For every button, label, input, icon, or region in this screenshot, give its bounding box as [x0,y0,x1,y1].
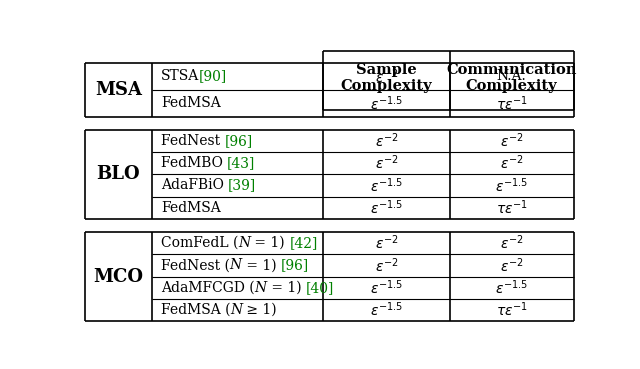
Text: $\tau\epsilon^{-1}$: $\tau\epsilon^{-1}$ [495,199,527,217]
Text: AdaFBiO: AdaFBiO [161,179,228,193]
Text: $\epsilon^{-2}$: $\epsilon^{-2}$ [374,256,398,275]
Text: $\tau\epsilon^{-1}$: $\tau\epsilon^{-1}$ [495,94,527,113]
Text: MSA: MSA [95,81,142,99]
Text: $\epsilon^{-1.5}$: $\epsilon^{-1.5}$ [370,199,403,217]
Text: [40]: [40] [305,281,334,295]
Text: $\epsilon^{-1.5}$: $\epsilon^{-1.5}$ [370,94,403,113]
Text: STSA: STSA [161,69,199,83]
Text: $\epsilon^{-1.5}$: $\epsilon^{-1.5}$ [370,301,403,320]
Text: MCO: MCO [93,268,143,286]
Text: Communication
Complexity: Communication Complexity [446,63,577,93]
Text: $\epsilon^{-2}$: $\epsilon^{-2}$ [374,234,398,252]
Text: = 1): = 1) [242,258,281,272]
Text: $\epsilon^{-1.5}$: $\epsilon^{-1.5}$ [495,176,528,195]
Text: [96]: [96] [281,258,309,272]
Text: N: N [230,258,242,272]
Text: FedMSA: FedMSA [161,201,221,215]
Text: $\epsilon^{-1.5}$: $\epsilon^{-1.5}$ [370,176,403,195]
Text: N: N [238,236,250,250]
Text: $\epsilon^{-1.5}$: $\epsilon^{-1.5}$ [370,279,403,297]
Text: [96]: [96] [225,134,253,148]
Text: Sample
Complexity: Sample Complexity [340,63,432,93]
Text: $\epsilon^{-2}$: $\epsilon^{-2}$ [500,154,524,172]
Text: [90]: [90] [199,69,227,83]
Text: = 1): = 1) [267,281,305,295]
Text: $\epsilon^{-2}$: $\epsilon^{-2}$ [374,131,398,150]
Text: FedMSA (: FedMSA ( [161,303,230,317]
Text: $\epsilon^{-2}$: $\epsilon^{-2}$ [500,256,524,275]
Text: FedNest: FedNest [161,134,225,148]
Text: $\tau\epsilon^{-1}$: $\tau\epsilon^{-1}$ [495,301,527,320]
Text: $\epsilon^{-2}$: $\epsilon^{-2}$ [500,131,524,150]
Text: [43]: [43] [227,156,255,170]
Text: = 1): = 1) [250,236,289,250]
Text: FedNest (: FedNest ( [161,258,230,272]
Text: FedMBO: FedMBO [161,156,227,170]
Text: ≥ 1): ≥ 1) [243,303,277,317]
Text: FedMSA: FedMSA [161,96,221,110]
Text: $\epsilon^{-1.5}$: $\epsilon^{-1.5}$ [495,279,528,297]
Text: N: N [255,281,267,295]
Text: $\epsilon^{-2}$: $\epsilon^{-2}$ [500,234,524,252]
Text: $\epsilon^{-2}$: $\epsilon^{-2}$ [374,154,398,172]
Text: AdaMFCGD (: AdaMFCGD ( [161,281,255,295]
Text: ComFedL (: ComFedL ( [161,236,238,250]
Text: [42]: [42] [289,236,317,250]
Text: N.A.: N.A. [497,69,526,83]
Text: $\epsilon^{-2}$: $\epsilon^{-2}$ [374,67,398,86]
Text: BLO: BLO [97,165,140,183]
Text: [39]: [39] [228,179,257,193]
Text: N: N [230,303,243,317]
